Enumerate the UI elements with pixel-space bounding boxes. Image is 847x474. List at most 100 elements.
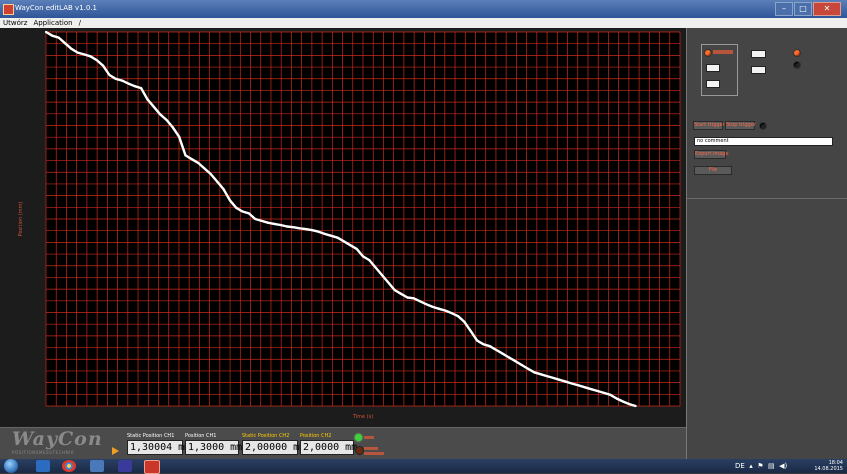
data-point	[254, 217, 257, 221]
channel-radio-2[interactable]	[793, 61, 801, 69]
data-point	[418, 300, 422, 303]
flag-icon[interactable]: ⚑	[757, 462, 764, 470]
data-point	[101, 64, 105, 67]
data-point	[583, 386, 587, 389]
data-point	[609, 393, 612, 396]
data-point	[273, 222, 276, 225]
data-point	[247, 212, 250, 215]
data-point	[571, 382, 574, 385]
data-point	[399, 292, 403, 295]
data-point	[330, 234, 333, 237]
network-icon[interactable]: ▤	[765, 462, 775, 470]
data-point	[165, 118, 168, 121]
data-point	[228, 199, 231, 202]
data-point	[171, 126, 174, 129]
start-trigger-button[interactable]: Start trigger	[693, 121, 725, 130]
data-point	[507, 356, 510, 359]
channel-radio-1[interactable]	[793, 49, 801, 57]
arrow-right-icon	[112, 447, 119, 455]
data-point	[495, 348, 498, 351]
data-point	[95, 58, 98, 62]
export-image-button[interactable]: Export image	[694, 150, 729, 159]
data-point	[133, 85, 136, 88]
data-point	[114, 77, 117, 80]
data-point	[178, 135, 181, 138]
data-point	[558, 378, 561, 381]
duration-input[interactable]	[751, 66, 766, 74]
trigger-option-radio[interactable]	[759, 122, 767, 130]
chrome-taskbar-icon[interactable]	[62, 460, 76, 472]
static-position-ch1-value: 1,30004 mm	[127, 440, 190, 455]
data-point	[501, 352, 504, 355]
system-tray: DE ▴ ⚑ ▤ ◀)	[735, 462, 787, 470]
data-point	[488, 345, 491, 348]
file-select[interactable]: File	[694, 166, 732, 175]
measure-mode-radio-1[interactable]	[704, 49, 712, 57]
folder-taskbar-icon[interactable]	[90, 460, 104, 472]
plot-panel: Time (s) Position (mm)	[0, 28, 686, 427]
data-point	[140, 87, 143, 90]
data-point	[349, 244, 352, 247]
close-button[interactable]: ✕	[813, 2, 841, 16]
app-taskbar-icon[interactable]	[118, 460, 132, 472]
data-point	[602, 391, 606, 395]
data-point	[184, 154, 187, 157]
clock-date: 14.08.2015	[814, 466, 843, 472]
data-point	[57, 36, 60, 39]
status-led-dark-label	[364, 447, 378, 450]
data-point	[437, 307, 441, 310]
data-point	[425, 303, 428, 306]
data-point	[615, 397, 618, 400]
data-point	[469, 330, 472, 333]
window-controls: – □ ✕	[774, 2, 841, 16]
data-point	[216, 180, 219, 183]
input-box-2[interactable]	[706, 80, 720, 88]
data-point	[539, 373, 542, 376]
status-panel: WayCon POSITIONSMESSTECHNIK Static Posit…	[0, 427, 686, 460]
data-point	[51, 34, 54, 37]
comment-field[interactable]: no comment	[694, 137, 833, 146]
data-point	[533, 371, 536, 374]
explorer-taskbar-icon[interactable]	[36, 460, 50, 472]
static-position-ch2-label: Static Position CH2	[242, 433, 290, 439]
settings-panel: Start trigger Stop trigger no comment Ex…	[686, 28, 847, 459]
data-point	[82, 53, 86, 56]
data-point	[235, 206, 238, 209]
data-point	[336, 236, 339, 239]
language-indicator[interactable]: DE	[735, 462, 745, 470]
data-point	[514, 360, 517, 363]
data-point	[577, 384, 580, 387]
data-point	[76, 51, 79, 54]
menu-item-utworz[interactable]: Utwórz	[3, 19, 28, 27]
data-point	[634, 404, 637, 408]
tray-arrow-icon[interactable]: ▴	[747, 462, 756, 470]
data-point	[197, 161, 200, 164]
minimize-button[interactable]: –	[775, 2, 793, 16]
start-button[interactable]	[4, 459, 18, 473]
waycon-taskbar-icon[interactable]	[144, 460, 160, 474]
data-point	[387, 281, 390, 284]
maximize-button[interactable]: □	[794, 2, 812, 16]
volume-icon[interactable]: ◀)	[776, 462, 788, 470]
stop-trigger-button[interactable]: Stop trigger	[725, 121, 756, 130]
input-box-1[interactable]	[706, 64, 720, 72]
data-point	[298, 227, 301, 230]
position-ch1-label: Position CH1	[185, 433, 217, 439]
clock[interactable]: 18:04 14.08.2015	[814, 460, 843, 472]
data-point	[70, 47, 73, 50]
window-title: WayCon editLAB v1.0.1	[15, 4, 98, 12]
data-point	[431, 305, 434, 308]
data-point	[209, 173, 212, 176]
data-point	[120, 79, 124, 82]
measure-mode-group	[701, 44, 738, 96]
data-point	[311, 229, 314, 232]
data-point	[285, 225, 289, 228]
data-point	[412, 297, 415, 300]
menu-item-application[interactable]: Application	[33, 19, 73, 27]
sampling-rate-input[interactable]	[751, 50, 766, 58]
data-point	[628, 403, 631, 406]
data-point	[355, 247, 358, 251]
data-point	[590, 388, 593, 391]
menu-item-slash[interactable]: /	[78, 19, 81, 27]
data-point	[526, 367, 529, 370]
